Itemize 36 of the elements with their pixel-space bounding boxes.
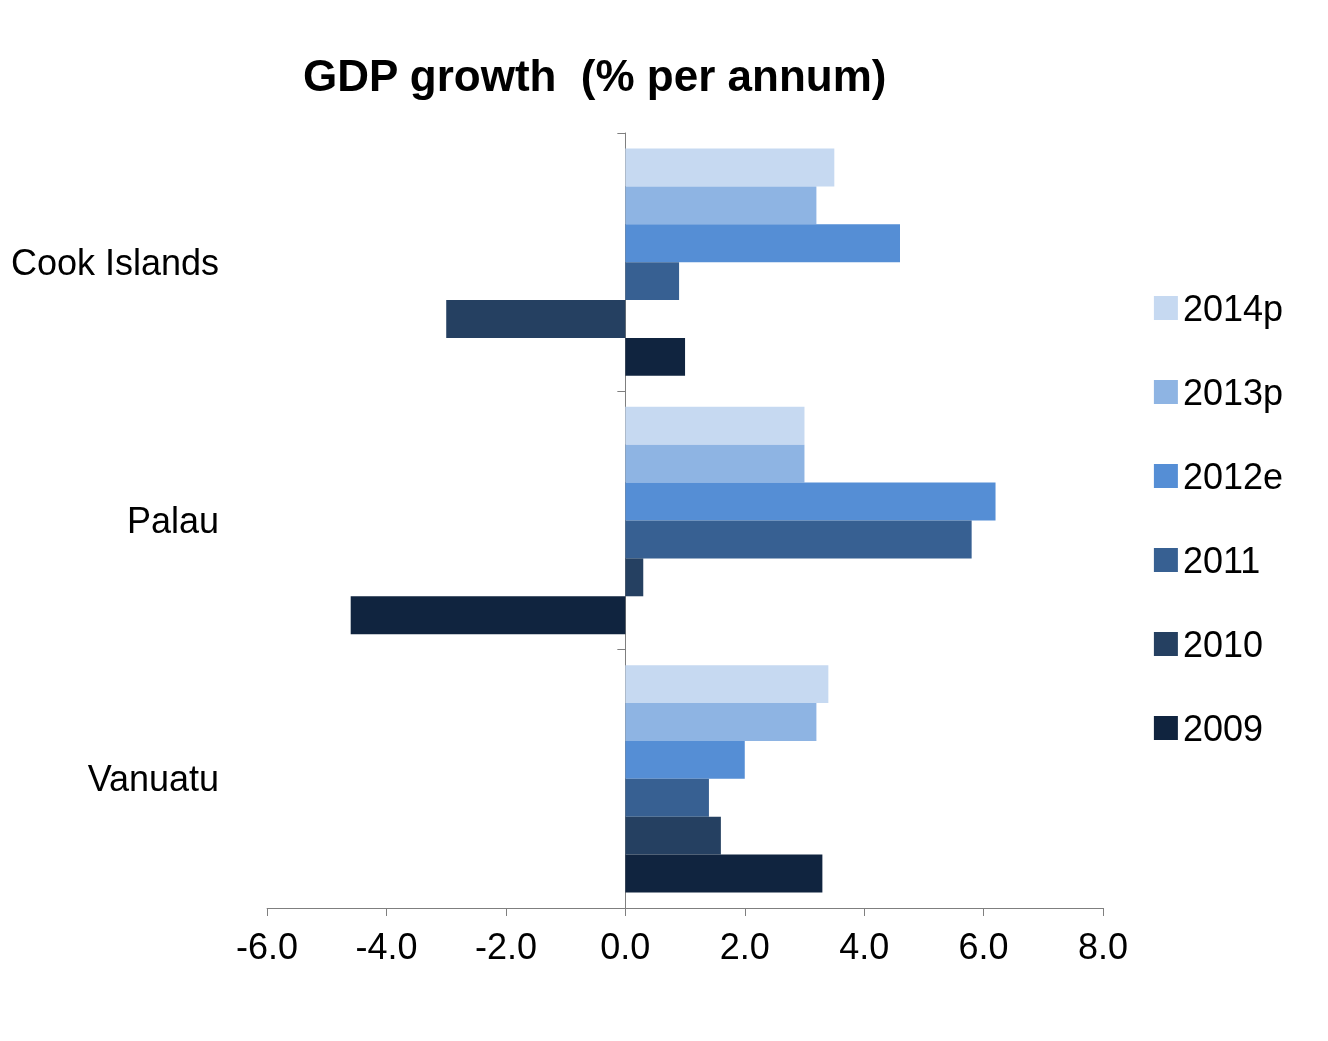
bar [625,262,680,301]
legend-label: 2011 [1182,539,1261,581]
x-tick-label: -4.0 [355,925,418,967]
bar [625,740,745,779]
x-tick-label: 2.0 [719,925,770,967]
bar [625,558,644,597]
bar [625,337,686,376]
bar [625,148,835,187]
x-tick-label: -2.0 [474,925,537,967]
bar [625,854,823,893]
legend-label: 2010 [1182,623,1263,665]
bar [625,665,829,704]
legend-label: 2012e [1182,455,1283,497]
bar [625,224,900,263]
chart-title: GDP growth (% per annum) [303,50,887,100]
bar [625,703,817,741]
bar [350,596,626,635]
x-tick-label: 8.0 [1077,925,1129,967]
x-tick-label: 0.0 [600,925,651,967]
y-tick-label: Palau [127,500,220,541]
bar [625,186,817,225]
bar [625,482,996,521]
bar [625,406,805,445]
legend-label: 2009 [1182,707,1263,749]
bar [625,520,972,559]
x-tick-label: 6.0 [958,925,1009,967]
legend-label: 2014p [1182,287,1283,329]
y-tick-label: Vanuatu [87,758,220,800]
legend-label: 2013p [1182,371,1283,413]
bar [625,778,709,817]
bar [446,300,626,338]
x-tick-label: 4.0 [839,925,890,967]
bar [625,444,805,483]
x-tick-label: -6.0 [236,925,299,967]
y-tick-label: Cook Islands [11,241,220,283]
bar [625,816,721,855]
